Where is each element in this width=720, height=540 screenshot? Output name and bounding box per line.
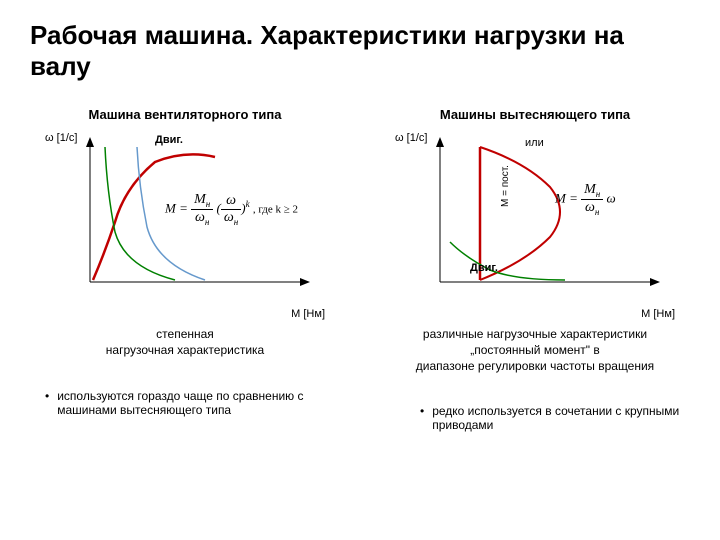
right-formula: M = Mнωн ω — [555, 182, 616, 217]
left-header: Машина вентиляторного типа — [89, 107, 282, 122]
right-bullet-text: редко используется в сочетании с крупным… — [432, 404, 690, 432]
right-chart-svg — [395, 132, 675, 302]
right-ili: или — [525, 137, 544, 149]
right-bullet: • редко используется в сочетании с крупн… — [420, 404, 690, 432]
left-x-axis-label: M [Нм] — [291, 308, 325, 320]
left-motor-label: Двиг. — [155, 134, 183, 146]
left-chart: ω [1/c] Двиг. M = Mнωн (ωωн)k , где k ≥ … — [45, 132, 325, 302]
left-formula: M = Mнωн (ωωн)k , где k ≥ 2 — [165, 192, 298, 227]
right-chart: ω [1/c] или M = пост. Двиг. M = Mнωн ω — [395, 132, 675, 302]
right-mconst-label: M = пост. — [500, 165, 511, 207]
slide-title: Рабочая машина. Характеристики нагрузки … — [30, 20, 690, 82]
right-y-axis-label: ω [1/c] — [395, 132, 427, 144]
left-bullet: • используются гораздо чаще по сравнению… — [45, 389, 325, 417]
bullet-icon: • — [45, 389, 49, 417]
left-caption: степеннаянагрузочная характеристика — [106, 327, 264, 358]
right-header: Машины вытесняющего типа — [440, 107, 630, 122]
right-column: Машины вытесняющего типа ω [1/c] или M =… — [380, 107, 690, 432]
right-caption: различные нагрузочные характеристики„пос… — [416, 327, 654, 374]
left-column: Машина вентиляторного типа ω [1/c] Двиг.… — [30, 107, 340, 432]
bullet-icon: • — [420, 404, 424, 432]
right-x-axis-label: M [Нм] — [641, 308, 675, 320]
two-column-layout: Машина вентиляторного типа ω [1/c] Двиг.… — [30, 107, 690, 432]
left-bullet-text: используются гораздо чаще по сравнению с… — [57, 389, 325, 417]
left-y-axis-label: ω [1/c] — [45, 132, 77, 144]
right-motor-label: Двиг. — [470, 262, 498, 274]
